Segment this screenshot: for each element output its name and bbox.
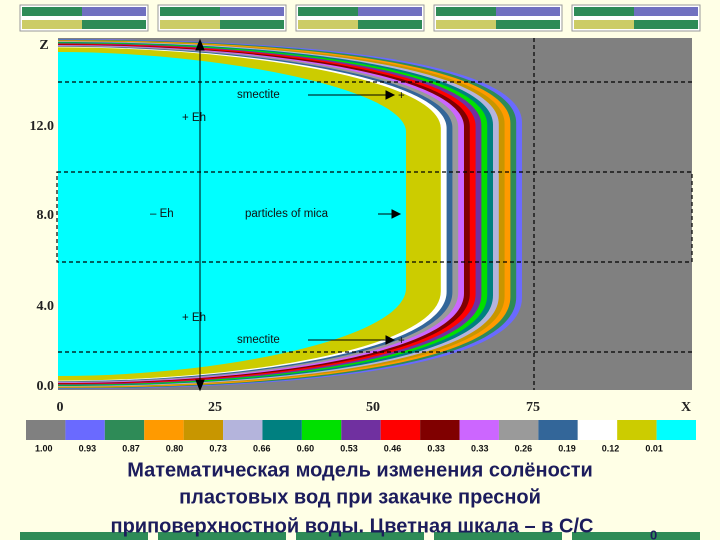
deco-bar (496, 7, 560, 16)
deco-bar (160, 7, 220, 16)
annotation-mark: + (398, 335, 405, 347)
scale-label: 0.66 (253, 443, 271, 453)
decoration (19, 4, 701, 540)
guides (56, 38, 693, 390)
scale-cell (498, 420, 539, 440)
contours (58, 39, 522, 389)
scale-label: 1.00 (35, 443, 53, 453)
scale-label: 0.01 (645, 443, 663, 453)
scale-label: 0.12 (602, 443, 620, 453)
scale-cell (656, 420, 696, 440)
annotation: particles of mica (245, 208, 329, 220)
scale-cell (538, 420, 578, 440)
deco-bar (572, 532, 700, 540)
scale-label: 0.33 (471, 443, 489, 453)
scale-label: 0.73 (209, 443, 227, 453)
scale-cell (420, 420, 460, 440)
deco-bar (298, 7, 358, 16)
scale-cell (380, 420, 421, 440)
scale-label: 0.19 (558, 443, 576, 453)
deco-bar (296, 532, 424, 540)
deco-bar (220, 7, 284, 16)
scale-cell (577, 420, 618, 440)
deco-bar (220, 20, 284, 29)
deco-bar (20, 532, 148, 540)
annotation: – Eh (150, 208, 174, 220)
scale-label: 0.87 (122, 443, 140, 453)
scale-cell (26, 420, 66, 440)
scale-label: 0.46 (384, 443, 402, 453)
y-tick-label: 12.0 (30, 119, 55, 134)
deco-bar (436, 20, 496, 29)
deco-bar (160, 20, 220, 29)
scale-cell (617, 420, 657, 440)
deco-bar (22, 20, 82, 29)
deco-bar (82, 7, 146, 16)
deco-bar (434, 532, 562, 540)
scale-cell (223, 420, 263, 440)
deco-bar (358, 7, 422, 16)
scale-label: 0.53 (340, 443, 358, 453)
deco-bar (436, 7, 496, 16)
caption-line: пластовых вод при закачке пресной (179, 486, 541, 508)
annotation: smectite (237, 334, 280, 346)
scale-label: 0.33 (427, 443, 445, 453)
deco-bar (82, 20, 146, 29)
scale-label: 0.26 (515, 443, 533, 453)
arrows (195, 38, 402, 392)
deco-bar (634, 7, 698, 16)
annotation-mark: + (398, 90, 405, 102)
deco-bar (358, 20, 422, 29)
y-tick-label: 8.0 (37, 208, 55, 223)
y-axis-label: Z (39, 38, 48, 53)
y-tick-label: 4.0 (37, 299, 55, 314)
deco-bar (158, 532, 286, 540)
annotation: + Eh (182, 112, 206, 124)
contour-band (58, 52, 406, 376)
deco-bar (574, 7, 634, 16)
scale-cell (104, 420, 145, 440)
deco-bar (298, 20, 358, 29)
scale-label: 0.60 (297, 443, 315, 453)
y-tick-label: 0.0 (37, 379, 55, 394)
deco-bar (574, 20, 634, 29)
deco-bar (22, 7, 82, 16)
scale-cell (262, 420, 302, 440)
x-tick-label: 75 (526, 400, 540, 415)
x-tick-label: 0 (57, 400, 64, 415)
scale-cell (301, 420, 342, 440)
annotation: + Eh (182, 312, 206, 324)
scale-cell (65, 420, 105, 440)
annotation: smectite (237, 89, 280, 101)
scale-cell (459, 420, 499, 440)
x-tick-label: 25 (208, 400, 222, 415)
deco-bar (634, 20, 698, 29)
caption-line: приповерхностной воды. Цветная шкала – в… (111, 515, 594, 537)
scale-cell (144, 420, 184, 440)
x-tick-label: 50 (366, 400, 380, 415)
caption-subscript: 0 (650, 527, 657, 540)
scale-cell (341, 420, 381, 440)
deco-bar (496, 20, 560, 29)
scale-cell (183, 420, 224, 440)
caption-line: Математическая модель изменения солёност… (127, 459, 593, 481)
x-axis-label: X (681, 400, 691, 415)
scale-label: 0.93 (79, 443, 97, 453)
scale-label: 0.80 (166, 443, 184, 453)
